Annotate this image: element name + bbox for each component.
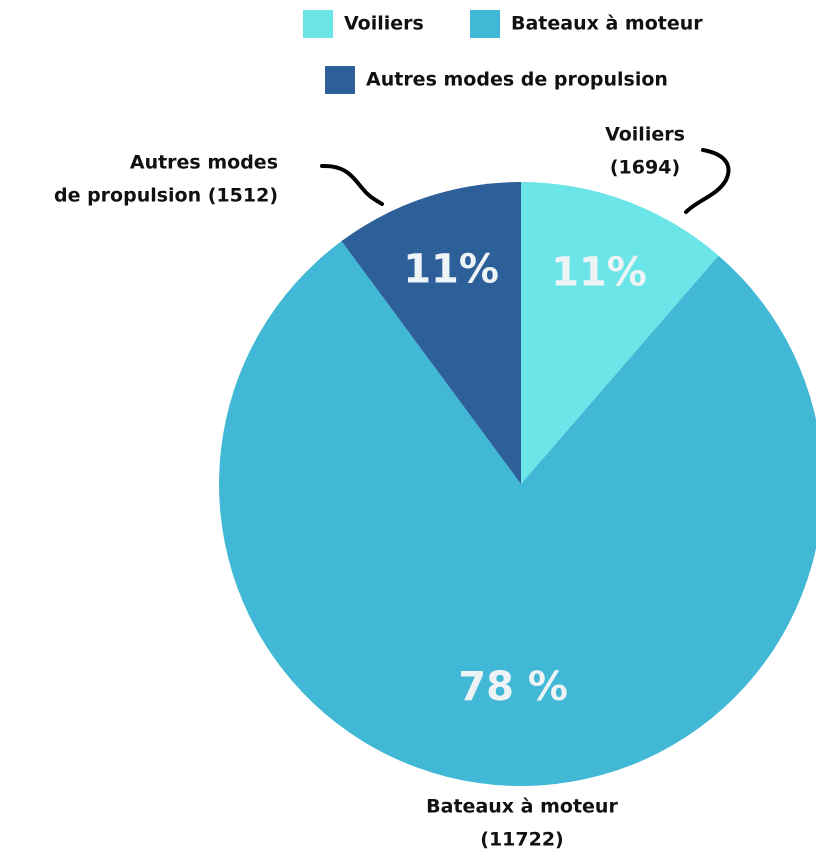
percentage-label: 11% bbox=[403, 247, 499, 293]
legend-swatch bbox=[470, 10, 500, 38]
slice-label: Autres modes bbox=[130, 152, 278, 174]
pie-slice bbox=[521, 182, 719, 484]
leader-line bbox=[320, 163, 384, 206]
legend-swatch bbox=[303, 10, 333, 38]
leader-line bbox=[684, 148, 731, 214]
slice-label: (11722) bbox=[480, 829, 563, 851]
percentage-label: 11% bbox=[551, 250, 647, 296]
legend-swatch bbox=[325, 66, 355, 94]
pie-slice bbox=[341, 182, 521, 484]
legend-label: Voiliers bbox=[344, 13, 424, 35]
percentage-label: 78 % bbox=[458, 664, 568, 710]
legend-label: Autres modes de propulsion bbox=[366, 69, 668, 91]
slice-label: (1694) bbox=[610, 157, 680, 179]
pie-slice bbox=[219, 241, 816, 786]
slice-label: Bateaux à moteur bbox=[426, 796, 618, 818]
legend-label: Bateaux à moteur bbox=[511, 13, 703, 35]
slice-label: de propulsion (1512) bbox=[54, 185, 278, 207]
slice-label: Voiliers bbox=[605, 124, 685, 146]
